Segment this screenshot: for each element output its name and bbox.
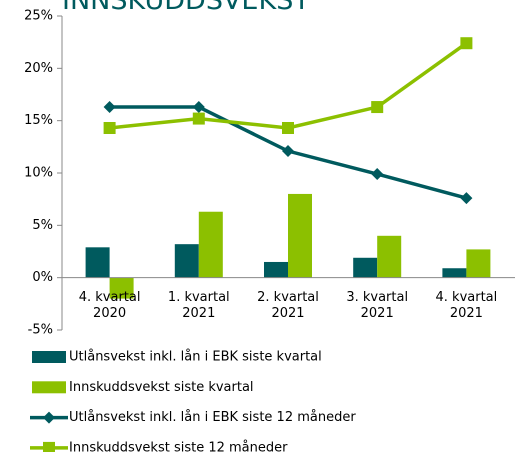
line-marker bbox=[282, 121, 294, 134]
y-tick-label: -5% bbox=[28, 323, 53, 338]
legend-label: Innskuddsvekst siste kvartal bbox=[69, 380, 254, 395]
x-tick-label: 3. kvartal bbox=[346, 290, 408, 305]
legend-label: Utlånsvekst inkl. lån i EBK siste kvarta… bbox=[69, 350, 322, 365]
y-tick-label: 15% bbox=[24, 113, 53, 128]
bar bbox=[353, 257, 378, 278]
x-tick-label: 2020 bbox=[93, 306, 126, 321]
bar bbox=[377, 235, 402, 278]
y-tick-label: 0% bbox=[32, 270, 53, 285]
x-tick-label: 2021 bbox=[450, 306, 483, 321]
y-tick-label: 5% bbox=[32, 218, 53, 233]
y-tick-label: 10% bbox=[24, 166, 53, 181]
line-marker bbox=[192, 101, 205, 114]
legend-label: Utlånsvekst inkl. lån i EBK siste 12 mån… bbox=[69, 410, 356, 425]
legend-marker bbox=[43, 441, 55, 452]
x-tick-label: 2021 bbox=[271, 306, 304, 321]
x-tick-label: 2. kvartal bbox=[257, 290, 319, 305]
bar bbox=[466, 249, 491, 278]
bar bbox=[198, 211, 223, 278]
line-marker bbox=[103, 121, 116, 134]
y-tick-label: 20% bbox=[24, 61, 53, 76]
line-marker bbox=[460, 192, 473, 205]
bar bbox=[85, 247, 110, 278]
line bbox=[109, 41, 468, 130]
chart-title: INNSKUDDSVEKST bbox=[62, 0, 310, 16]
line-marker bbox=[371, 168, 384, 181]
y-tick-label: 25% bbox=[24, 9, 53, 24]
x-tick-label: 4. kvartal bbox=[436, 290, 498, 305]
legend-swatch bbox=[32, 351, 66, 363]
line-marker bbox=[192, 112, 205, 125]
x-tick-label: 4. kvartal bbox=[79, 290, 141, 305]
bar bbox=[174, 244, 199, 278]
bar bbox=[442, 268, 467, 278]
line-marker bbox=[103, 101, 116, 114]
line-marker bbox=[282, 145, 294, 158]
legend-swatch bbox=[32, 381, 66, 394]
legend-marker bbox=[43, 411, 55, 424]
line-marker bbox=[371, 101, 384, 114]
legend-label: Innskuddsvekst siste 12 måneder bbox=[69, 440, 288, 452]
x-tick-label: 2021 bbox=[182, 306, 215, 321]
bar bbox=[264, 261, 288, 278]
bar bbox=[109, 277, 134, 299]
x-tick-label: 2021 bbox=[361, 306, 394, 321]
bar bbox=[288, 193, 312, 278]
line-marker bbox=[460, 37, 473, 50]
x-tick-label: 1. kvartal bbox=[168, 290, 230, 305]
